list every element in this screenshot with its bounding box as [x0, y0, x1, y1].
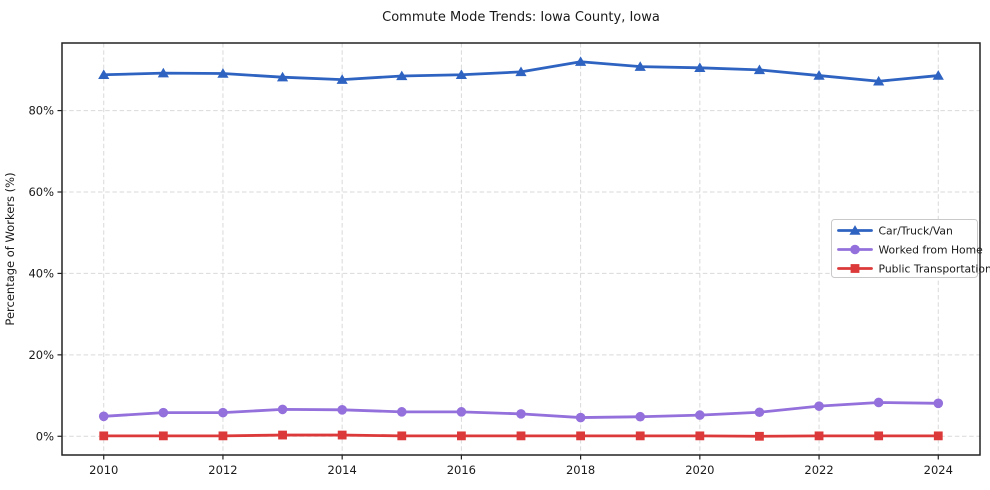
marker-public-transportation — [635, 431, 645, 441]
marker-public-transportation — [755, 431, 764, 441]
x-tick-label: 2024 — [924, 463, 953, 477]
marker-car-truck-van — [157, 67, 169, 78]
legend-label: Worked from Home — [879, 243, 984, 256]
legend-label: Public Transportation — [879, 262, 990, 275]
marker-car-truck-van — [753, 64, 766, 75]
y-tick-label: 0% — [36, 429, 54, 443]
marker-worked-from-home — [218, 407, 228, 418]
y-tick-label: 60% — [28, 185, 54, 199]
y-axis-label: Percentage of Workers (%) — [3, 172, 17, 325]
marker-public-transportation — [337, 430, 347, 440]
legend-label: Car/Truck/Van — [879, 224, 953, 237]
series-layer — [98, 56, 944, 441]
marker-public-transportation — [933, 431, 943, 441]
marker-car-truck-van — [396, 70, 408, 81]
marker-public-transportation — [397, 431, 407, 441]
marker-public-transportation — [278, 430, 287, 440]
chart-title: Commute Mode Trends: Iowa County, Iowa — [382, 10, 660, 25]
marker-car-truck-van — [336, 74, 348, 84]
x-tick-label: 2018 — [566, 463, 595, 477]
y-tick-label: 80% — [28, 104, 54, 118]
x-tick-label: 2012 — [208, 463, 237, 477]
x-tick-label: 2010 — [89, 463, 118, 477]
x-tick-label: 2014 — [328, 463, 357, 477]
marker-car-truck-van — [575, 56, 587, 66]
marker-worked-from-home — [158, 407, 169, 418]
marker-worked-from-home — [814, 401, 824, 411]
legend: Car/Truck/Van Worked from Home Public Tran… — [831, 219, 990, 278]
marker-car-truck-van — [634, 61, 646, 71]
marker-public-transportation — [576, 431, 586, 441]
y-tick-label: 40% — [28, 266, 54, 280]
marker-car-truck-van — [276, 71, 289, 82]
x-tick-label: 2016 — [447, 463, 476, 477]
marker-public-transportation — [99, 431, 109, 441]
marker-car-truck-van — [98, 69, 110, 79]
marker-public-transportation — [456, 431, 466, 441]
marker-worked-from-home — [277, 404, 288, 415]
marker-worked-from-home — [754, 407, 765, 418]
marker-worked-from-home — [575, 412, 586, 423]
marker-car-truck-van — [217, 68, 229, 78]
marker-public-transportation — [516, 431, 526, 441]
x-tick-label: 2022 — [804, 463, 833, 477]
marker-worked-from-home — [98, 411, 109, 422]
marker-worked-from-home — [933, 398, 944, 409]
marker-public-transportation — [218, 431, 228, 441]
legend-box — [831, 219, 978, 278]
marker-public-transportation — [874, 431, 884, 441]
marker-car-truck-van — [515, 66, 527, 77]
marker-car-truck-van — [694, 62, 706, 73]
marker-worked-from-home — [695, 410, 705, 420]
marker-car-truck-van — [455, 69, 467, 79]
marker-worked-from-home — [337, 405, 347, 415]
plot-border — [61, 42, 981, 456]
marker-car-truck-van — [873, 75, 885, 86]
legend-item-public-transportation: Public Transportation — [837, 262, 990, 275]
marker-car-truck-van — [813, 70, 825, 80]
axis-layer: 2010 2012 2014 2016 2018 2020 2022 2024 0% 20% 40%… — [28, 42, 981, 477]
marker-public-transportation — [158, 431, 168, 441]
marker-worked-from-home — [456, 407, 467, 417]
marker-worked-from-home — [635, 411, 646, 422]
legend-marker-circle-icon — [850, 244, 860, 255]
marker-worked-from-home — [873, 397, 884, 408]
legend-item-worked-from-home: Worked from Home — [837, 243, 984, 256]
marker-worked-from-home — [516, 409, 526, 419]
legend-item-car-truck-van: Car/Truck/Van — [837, 224, 953, 237]
legend-marker-triangle-icon — [849, 225, 861, 235]
legend-marker-square-icon — [850, 264, 860, 273]
y-tick-label: 20% — [28, 348, 54, 362]
marker-car-truck-van — [932, 70, 944, 80]
marker-public-transportation — [695, 431, 705, 441]
marker-worked-from-home — [396, 407, 407, 417]
marker-public-transportation — [814, 431, 824, 441]
x-tick-label: 2020 — [685, 463, 714, 477]
